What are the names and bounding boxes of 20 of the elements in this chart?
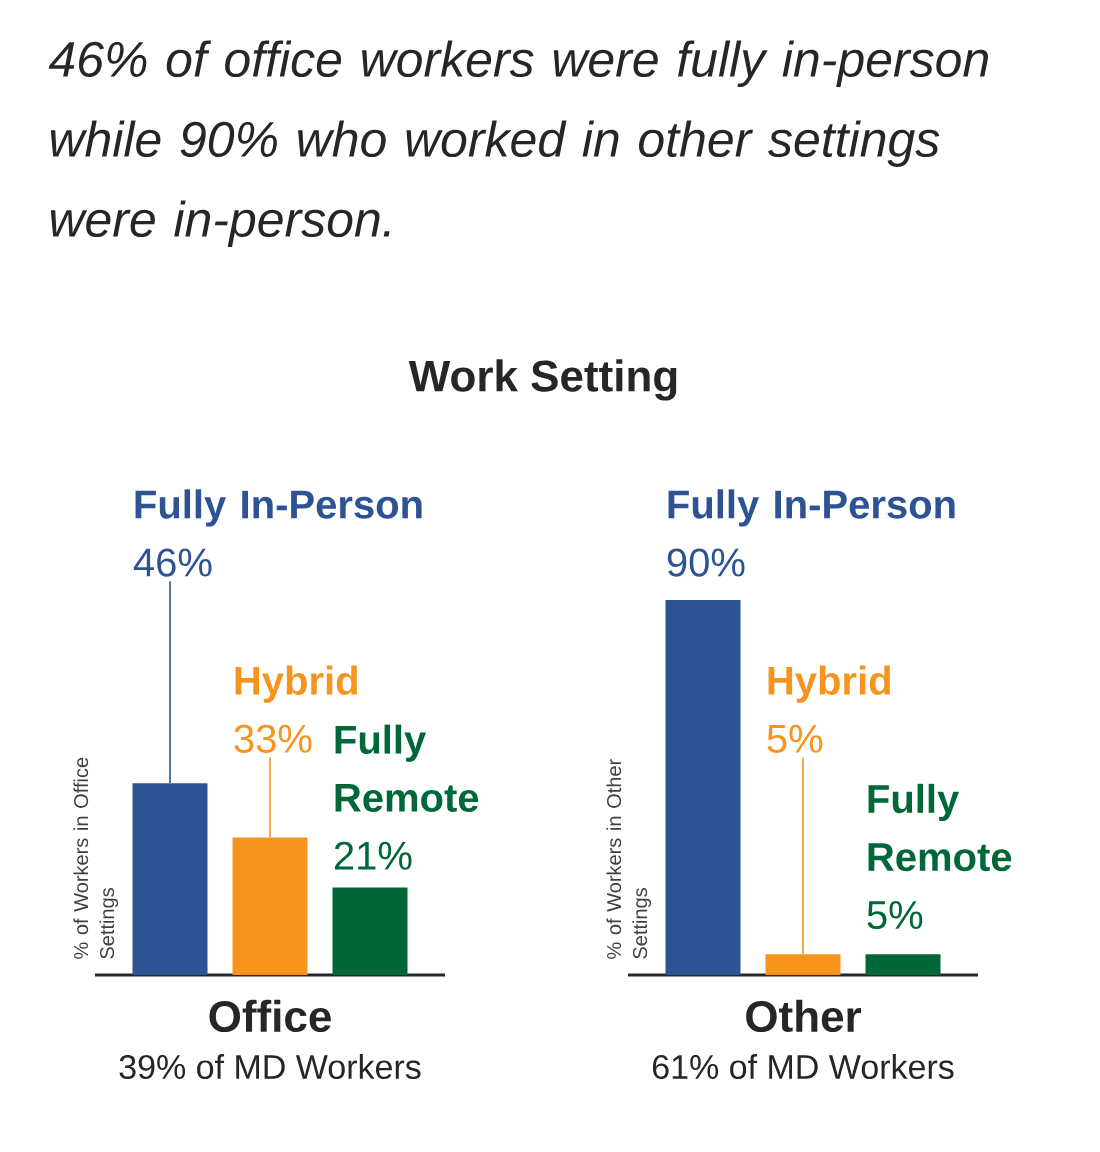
x-axis-title: Office [209,999,331,1033]
text: Fully Remote [868,783,1012,872]
series-label: Fully In-Person [668,489,955,527]
text: 39% of MD Workers [119,1054,421,1080]
text: Work Setting [408,359,677,401]
series-label: Fully Remote [335,724,479,812]
text: Fully In-Person [135,489,422,527]
text: Hybrid [768,665,890,703]
text: Hybrid [235,665,357,703]
y-axis-title: % of Workers in Office Settings [73,757,119,959]
data-label: 33% [234,724,312,753]
x-axis-title: Other [746,999,862,1033]
text: 61% of MD Workers [652,1054,954,1080]
y-axis-title: % of Workers in Other Settings [606,759,652,959]
data-label: 5% [867,901,923,930]
data-label: 5% [767,724,823,753]
chart-title: 46% of office workers were fully in-person while 90% who worked in other settings were in-person. [48,40,988,247]
data-label: 21% [334,841,412,870]
data-label: 46% [133,548,212,577]
data-label: 90% [667,548,745,577]
